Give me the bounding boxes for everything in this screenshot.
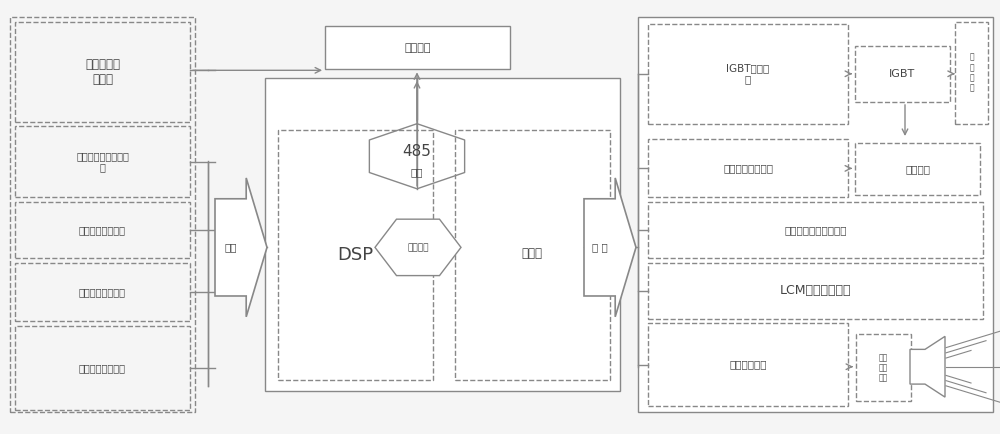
Text: 音频
输出
装置: 音频 输出 装置 xyxy=(879,353,888,383)
Bar xyxy=(648,139,848,197)
Text: IGBT驱动模
块: IGBT驱动模 块 xyxy=(726,63,770,85)
Text: 触头温度采
样电路: 触头温度采 样电路 xyxy=(85,58,120,85)
Text: 直流电机驱动电路: 直流电机驱动电路 xyxy=(723,163,773,173)
Text: 人机界面: 人机界面 xyxy=(404,43,431,53)
Bar xyxy=(648,263,983,319)
Text: 开关电源电压采集电
路: 开关电源电压采集电 路 xyxy=(76,151,129,172)
Bar xyxy=(15,22,190,122)
Polygon shape xyxy=(215,178,267,317)
Text: 开关位置状态电路: 开关位置状态电路 xyxy=(79,225,126,235)
Bar xyxy=(955,22,988,124)
Text: 远程本地控制电路: 远程本地控制电路 xyxy=(79,363,126,373)
Bar xyxy=(265,78,620,391)
Bar xyxy=(278,130,433,380)
Bar xyxy=(10,17,195,412)
Text: IGBT: IGBT xyxy=(889,69,916,79)
Bar xyxy=(855,143,980,195)
Text: 数据交换: 数据交换 xyxy=(407,243,429,252)
Bar xyxy=(648,323,848,406)
Bar xyxy=(15,263,190,321)
Text: 电容电压采样电路: 电容电压采样电路 xyxy=(79,287,126,297)
Bar xyxy=(855,46,950,102)
Text: 单片机: 单片机 xyxy=(522,247,542,260)
Text: 输入: 输入 xyxy=(224,242,237,253)
Bar xyxy=(325,26,510,69)
Text: LCM液晶显示模块: LCM液晶显示模块 xyxy=(780,284,851,297)
Bar xyxy=(15,126,190,197)
Polygon shape xyxy=(584,178,636,317)
Text: DSP: DSP xyxy=(337,246,374,264)
Bar xyxy=(648,24,848,124)
Text: 直流电机: 直流电机 xyxy=(905,164,930,174)
Polygon shape xyxy=(375,219,461,276)
Text: 变
压
器
等: 变 压 器 等 xyxy=(969,53,974,93)
Bar xyxy=(856,334,911,401)
Text: 继电器状态指示灯电路: 继电器状态指示灯电路 xyxy=(784,225,847,235)
Text: 语音集成模块: 语音集成模块 xyxy=(729,359,767,370)
Polygon shape xyxy=(910,336,945,397)
Bar xyxy=(15,326,190,410)
Text: 485: 485 xyxy=(403,144,431,159)
Bar xyxy=(15,202,190,258)
Bar xyxy=(648,202,983,258)
Bar xyxy=(455,130,610,380)
Text: 总线: 总线 xyxy=(411,168,423,178)
Bar xyxy=(638,17,993,412)
Text: 输 出: 输 出 xyxy=(592,242,607,253)
